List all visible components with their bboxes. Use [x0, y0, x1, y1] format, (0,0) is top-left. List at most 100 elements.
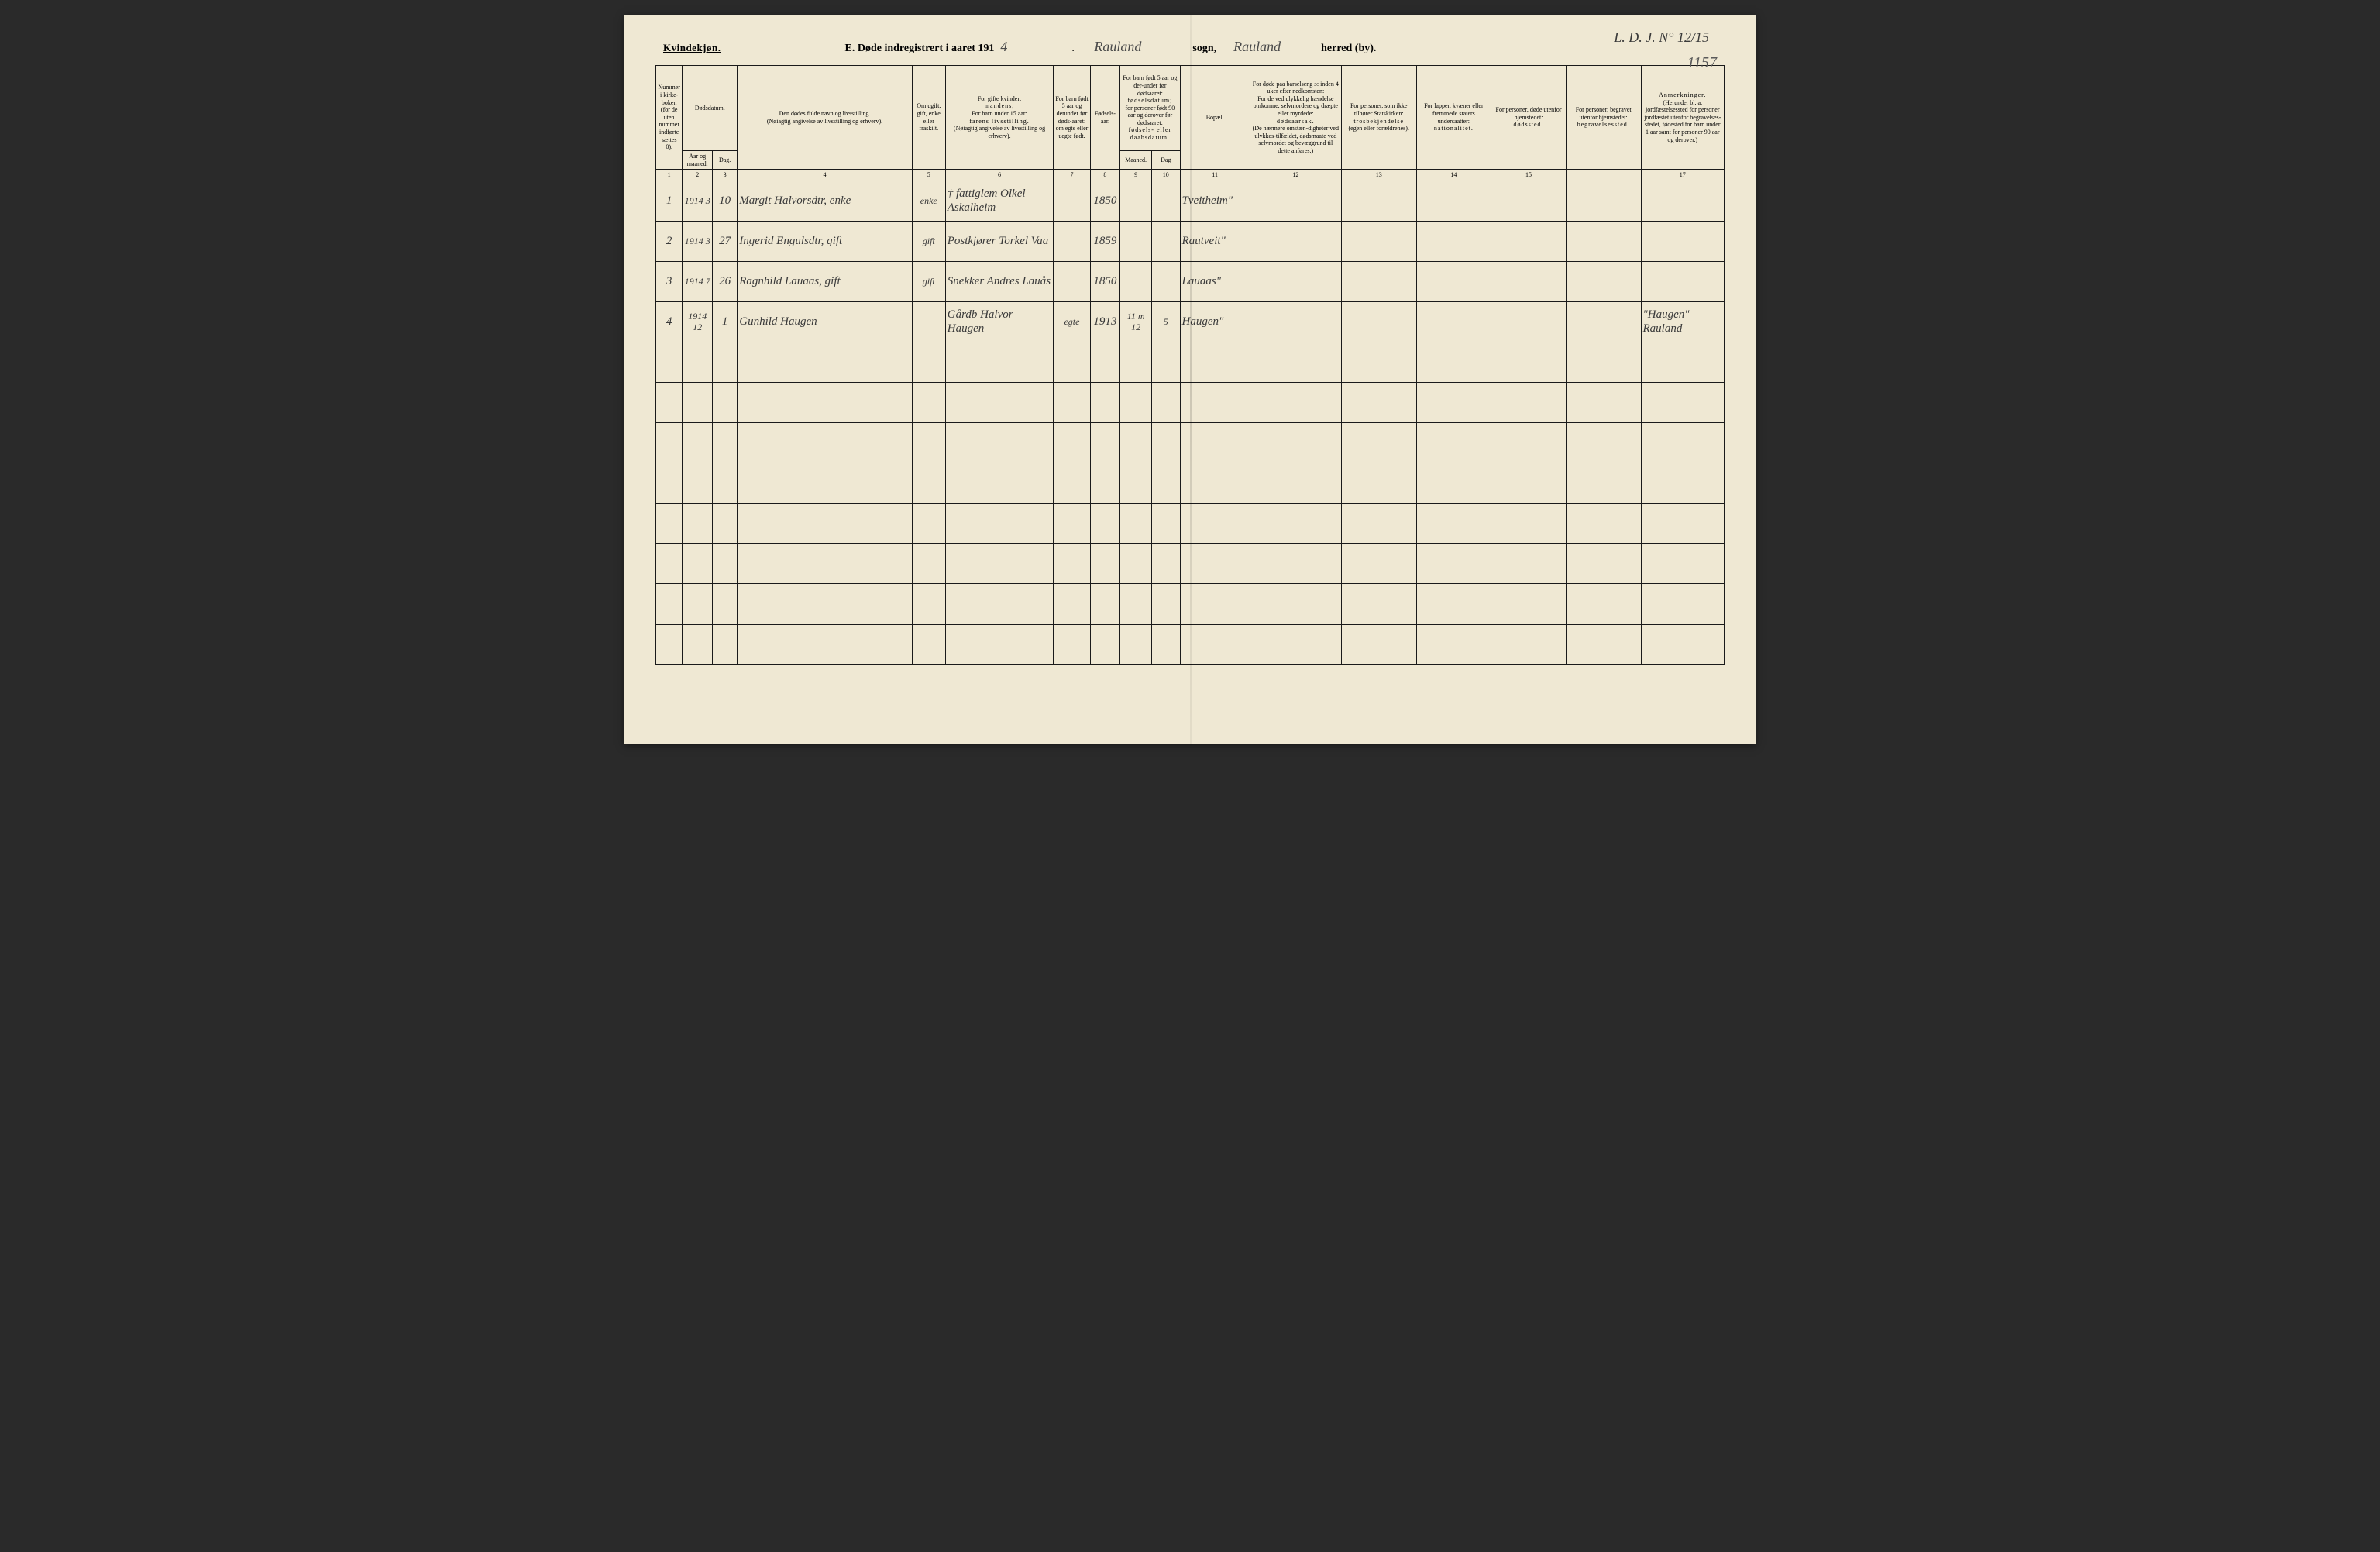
colnum: 10	[1152, 170, 1181, 181]
th-dodssted: For personer, døde utenfor hjemstedet: d…	[1491, 66, 1567, 170]
cell-col14	[1416, 221, 1491, 261]
empty-cell	[656, 624, 683, 664]
empty-cell	[1120, 624, 1152, 664]
empty-cell	[1120, 463, 1152, 503]
empty-cell	[1416, 624, 1491, 664]
empty-cell	[1180, 503, 1250, 543]
cell-dag: 1	[713, 301, 738, 342]
cell-n: 2	[656, 221, 683, 261]
empty-cell	[1566, 624, 1641, 664]
empty-cell	[713, 624, 738, 664]
cell-n: 1	[656, 181, 683, 221]
cell-fm: 11 m 12	[1120, 301, 1152, 342]
empty-cell	[1180, 382, 1250, 422]
empty-cell	[656, 422, 683, 463]
herred-label: herred (by).	[1321, 43, 1376, 54]
th-fdatum: For barn født 5 aar og der-under før død…	[1120, 66, 1180, 151]
empty-cell	[1090, 463, 1120, 503]
th-fdag: Dag	[1152, 151, 1181, 170]
table-row	[656, 503, 1725, 543]
th-dodsdatum: Dødsdatum.	[683, 66, 738, 151]
empty-cell	[713, 382, 738, 422]
colnum: 13	[1341, 170, 1416, 181]
empty-cell	[1120, 583, 1152, 624]
empty-cell	[1054, 342, 1090, 382]
herred-hand: Rauland	[1227, 39, 1305, 56]
empty-cell	[1250, 543, 1341, 583]
cell-dag: 10	[713, 181, 738, 221]
empty-cell	[912, 583, 945, 624]
cell-civil: gift	[912, 261, 945, 301]
cell-col13	[1341, 181, 1416, 221]
empty-cell	[1416, 583, 1491, 624]
colnum: 2	[683, 170, 713, 181]
empty-cell	[1491, 382, 1567, 422]
empty-cell	[1250, 624, 1341, 664]
table-row	[656, 422, 1725, 463]
cell-aar: 1914 3	[683, 181, 713, 221]
cell-faar: 1859	[1090, 221, 1120, 261]
empty-cell	[1090, 503, 1120, 543]
cell-parent: † fattiglem Olkel Askalheim	[945, 181, 1054, 221]
cell-faar: 1913	[1090, 301, 1120, 342]
empty-cell	[1566, 503, 1641, 543]
th-nummer: Nummer i kirke-boken (for de uten nummer…	[656, 66, 683, 170]
empty-cell	[1641, 543, 1725, 583]
cell-name: Gunhild Haugen	[738, 301, 913, 342]
colnum: 1	[656, 170, 683, 181]
empty-cell	[1341, 543, 1416, 583]
th-dag: Dag.	[713, 151, 738, 170]
empty-cell	[738, 422, 913, 463]
cell-faar: 1850	[1090, 181, 1120, 221]
empty-cell	[1341, 624, 1416, 664]
table-body: 11914 310Margit Halvorsdtr, enkeenke† fa…	[656, 181, 1725, 664]
table-row: 21914 327Ingerid Engulsdtr, giftgiftPost…	[656, 221, 1725, 261]
cell-col16	[1566, 181, 1641, 221]
empty-cell	[738, 503, 913, 543]
cell-bopael: Lauaas"	[1180, 261, 1250, 301]
empty-cell	[1054, 463, 1090, 503]
cell-col12	[1250, 301, 1341, 342]
cell-fm	[1120, 221, 1152, 261]
empty-cell	[713, 342, 738, 382]
colnum: 11	[1180, 170, 1250, 181]
empty-cell	[656, 583, 683, 624]
cell-col14	[1416, 301, 1491, 342]
empty-cell	[683, 503, 713, 543]
empty-cell	[1090, 624, 1120, 664]
empty-cell	[1416, 503, 1491, 543]
empty-cell	[1641, 463, 1725, 503]
empty-cell	[1641, 583, 1725, 624]
empty-cell	[738, 382, 913, 422]
empty-cell	[945, 543, 1054, 583]
cell-parent: Snekker Andres Lauås	[945, 261, 1054, 301]
empty-cell	[1180, 463, 1250, 503]
table-row: 11914 310Margit Halvorsdtr, enkeenke† fa…	[656, 181, 1725, 221]
title-line: E. Døde indregistrert i aaret 1914. Raul…	[737, 39, 1725, 56]
empty-cell	[1180, 624, 1250, 664]
empty-cell	[912, 543, 945, 583]
cell-parent: Gårdb Halvor Haugen	[945, 301, 1054, 342]
empty-cell	[1152, 342, 1181, 382]
empty-cell	[912, 422, 945, 463]
empty-cell	[1491, 543, 1567, 583]
empty-cell	[1341, 382, 1416, 422]
empty-cell	[1090, 342, 1120, 382]
empty-cell	[1090, 543, 1120, 583]
cell-bopael: Rautveit"	[1180, 221, 1250, 261]
table-row	[656, 624, 1725, 664]
cell-col15	[1491, 261, 1567, 301]
colnum	[1566, 170, 1641, 181]
empty-cell	[738, 543, 913, 583]
th-parent: For gifte kvinder: mandens, For barn und…	[945, 66, 1054, 170]
empty-cell	[1090, 422, 1120, 463]
empty-cell	[738, 463, 913, 503]
empty-cell	[1054, 503, 1090, 543]
empty-cell	[683, 583, 713, 624]
empty-cell	[1491, 342, 1567, 382]
empty-cell	[1120, 382, 1152, 422]
cell-civil: gift	[912, 221, 945, 261]
colnum: 14	[1416, 170, 1491, 181]
empty-cell	[1054, 422, 1090, 463]
empty-cell	[1641, 624, 1725, 664]
